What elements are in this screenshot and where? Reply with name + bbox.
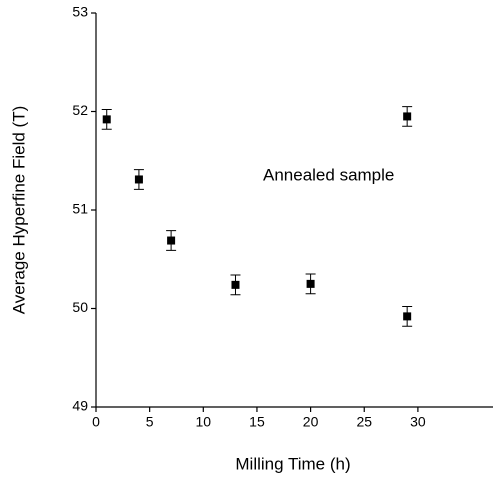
- x-tick-label: 5: [146, 414, 154, 430]
- x-tick-label: 15: [249, 414, 265, 430]
- annotation: Annealed sample: [263, 165, 394, 184]
- point: [134, 175, 143, 184]
- y-tick-label: 50: [72, 299, 88, 315]
- y-tick-label: 49: [72, 398, 88, 414]
- y-axis-label: Average Hyperfine Field (T): [9, 106, 28, 315]
- x-tick-label: 30: [410, 414, 426, 430]
- point: [306, 279, 315, 288]
- point: [403, 312, 412, 321]
- point: [403, 112, 412, 121]
- x-axis-label: Milling Time (h): [235, 454, 350, 473]
- point: [102, 115, 111, 124]
- x-tick-label: 0: [92, 414, 100, 430]
- y-tick-label: 52: [72, 102, 88, 118]
- x-tick-label: 25: [356, 414, 372, 430]
- point: [167, 236, 176, 245]
- y-tick-label: 53: [72, 4, 88, 20]
- point: [231, 280, 240, 289]
- y-tick-label: 51: [72, 201, 88, 217]
- x-tick-label: 20: [303, 414, 319, 430]
- x-tick-label: 10: [196, 414, 212, 430]
